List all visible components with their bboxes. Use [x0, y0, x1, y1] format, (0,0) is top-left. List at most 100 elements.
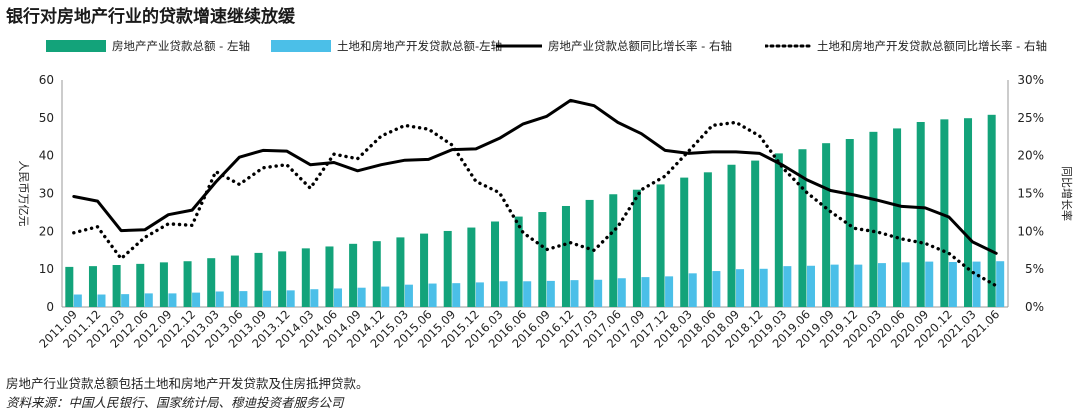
- bar-dev-loans: [475, 282, 484, 307]
- bar-property-loans: [987, 114, 996, 307]
- bar-dev-loans: [759, 268, 768, 307]
- bar-dev-loans: [546, 280, 555, 307]
- bar-property-loans: [396, 237, 405, 307]
- bar-dev-loans: [404, 284, 413, 307]
- y-tick-label-left: 0: [46, 300, 54, 314]
- bar-dev-loans: [168, 293, 177, 307]
- y-tick-label-right: 30%: [1017, 73, 1044, 87]
- bar-property-loans: [443, 230, 452, 307]
- bar-dev-loans: [570, 280, 579, 307]
- y-tick-label-left: 40: [39, 149, 54, 163]
- legend-label: 土地和房地产开发贷款总额-左轴: [337, 39, 503, 53]
- bar-dev-loans: [215, 291, 224, 307]
- bar-property-loans: [845, 139, 854, 307]
- bar-dev-loans: [665, 276, 674, 307]
- bar-property-loans: [680, 177, 689, 307]
- line-property-growth: [72, 98, 998, 255]
- bar-property-loans: [230, 255, 239, 307]
- bar-dev-loans: [996, 261, 1005, 307]
- y-tick-label-right: 10%: [1017, 224, 1044, 238]
- legend-item-dev-growth: 土地和房地产开发贷款总额同比增长率 - 右轴: [765, 38, 1047, 54]
- bar-dev-loans: [925, 261, 934, 307]
- legend: 房地产产业贷款总额 - 左轴 土地和房地产开发贷款总额-左轴 房地产业贷款总额同…: [0, 38, 1080, 56]
- bar-dev-loans: [286, 290, 295, 307]
- bar-property-loans: [964, 118, 973, 307]
- bar-dev-loans: [381, 286, 390, 307]
- legend-label: 房地产业贷款总额同比增长率 - 右轴: [548, 39, 732, 53]
- bar-property-loans: [349, 243, 358, 307]
- y-tick-label-right: 5%: [1025, 262, 1044, 276]
- bar-property-loans: [159, 262, 168, 307]
- y-tick-label-right: 15%: [1017, 187, 1044, 201]
- bar-dev-loans: [948, 261, 957, 307]
- bar-property-loans: [751, 160, 760, 307]
- y-tick-label-left: 50: [39, 111, 54, 125]
- bar-property-loans: [112, 265, 121, 307]
- bar-property-loans: [822, 143, 831, 307]
- bar-dev-loans: [972, 261, 981, 307]
- bar-dev-loans: [428, 283, 437, 307]
- bar-property-loans: [585, 199, 594, 307]
- bar-dev-loans: [523, 281, 532, 307]
- bar-dev-loans: [192, 292, 201, 307]
- legend-item-property-loans: 房地产产业贷款总额 - 左轴: [46, 38, 250, 54]
- bar-property-loans: [632, 189, 641, 307]
- bar-property-loans: [278, 251, 287, 307]
- bar-dev-loans: [783, 266, 792, 307]
- bar-property-loans: [869, 131, 878, 307]
- bar-property-loans: [372, 241, 381, 307]
- bar-property-loans: [798, 149, 807, 307]
- y-tick-label-left: 20: [39, 224, 54, 238]
- source-note: 资料来源：中国人民银行、国家统计局、穆迪投资者服务公司: [6, 395, 344, 410]
- bar-dev-loans: [854, 264, 863, 307]
- bar-dev-loans: [144, 293, 153, 307]
- legend-swatch-solid-line: [496, 43, 542, 49]
- bar-dev-loans: [901, 262, 910, 307]
- bar-dev-loans: [121, 294, 130, 307]
- bar-property-loans: [893, 128, 902, 307]
- bar-property-loans: [207, 258, 216, 307]
- legend-item-dev-loans: 土地和房地产开发贷款总额-左轴: [271, 38, 502, 54]
- y-tick-label-right: 0%: [1025, 300, 1044, 314]
- bar-dev-loans: [806, 265, 815, 307]
- bar-property-loans: [254, 252, 263, 307]
- bar-property-loans: [301, 248, 310, 307]
- bar-dev-loans: [239, 291, 248, 307]
- y-tick-label-right: 20%: [1017, 149, 1044, 163]
- bar-property-loans: [325, 246, 334, 307]
- bar-property-loans: [940, 119, 949, 307]
- bar-property-loans: [916, 121, 925, 308]
- y-axis-title-left: 人民币万亿元: [17, 161, 30, 227]
- bar-dev-loans: [688, 273, 697, 307]
- bar-dev-loans: [712, 271, 721, 307]
- bar-dev-loans: [73, 294, 82, 307]
- bar-dev-loans: [263, 290, 272, 307]
- bar-dev-loans: [97, 294, 106, 307]
- bar-dev-loans: [333, 288, 342, 307]
- bar-property-loans: [491, 221, 500, 307]
- bar-property-loans: [609, 194, 618, 307]
- bar-dev-loans: [357, 287, 366, 307]
- line-dev-growth: [72, 120, 998, 288]
- bar-property-loans: [65, 266, 74, 307]
- legend-swatch-blue: [271, 40, 331, 52]
- y-tick-label-left: 60: [39, 73, 54, 87]
- bar-property-loans: [774, 153, 783, 307]
- legend-item-property-growth: 房地产业贷款总额同比增长率 - 右轴: [496, 38, 732, 54]
- bar-property-loans: [727, 164, 736, 307]
- bar-property-loans: [538, 212, 547, 307]
- bar-property-loans: [183, 261, 192, 307]
- bar-dev-loans: [310, 289, 319, 307]
- bar-dev-loans: [617, 278, 626, 307]
- bar-property-loans: [420, 233, 429, 307]
- bar-property-loans: [703, 172, 712, 307]
- bar-dev-loans: [877, 263, 886, 307]
- y-tick-label-right: 25%: [1017, 111, 1044, 125]
- legend-label: 土地和房地产开发贷款总额同比增长率 - 右轴: [817, 39, 1047, 53]
- bar-property-loans: [467, 227, 476, 307]
- bar-dev-loans: [499, 281, 508, 307]
- bar-dev-loans: [830, 264, 839, 307]
- bar-property-loans: [136, 263, 145, 307]
- bar-dev-loans: [452, 283, 461, 307]
